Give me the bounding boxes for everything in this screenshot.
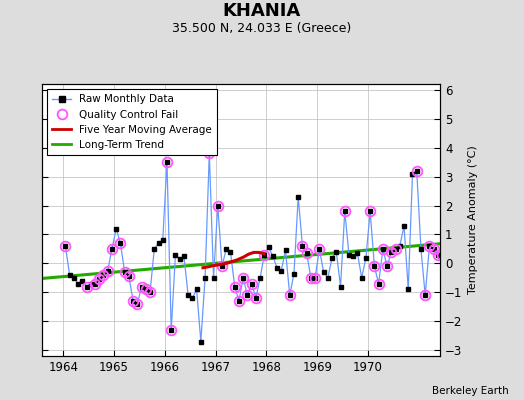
Y-axis label: Temperature Anomaly (°C): Temperature Anomaly (°C): [468, 146, 478, 294]
Text: 35.500 N, 24.033 E (Greece): 35.500 N, 24.033 E (Greece): [172, 22, 352, 35]
Text: Berkeley Earth: Berkeley Earth: [432, 386, 508, 396]
Legend: Raw Monthly Data, Quality Control Fail, Five Year Moving Average, Long-Term Tren: Raw Monthly Data, Quality Control Fail, …: [47, 89, 217, 155]
Text: KHANIA: KHANIA: [223, 2, 301, 20]
